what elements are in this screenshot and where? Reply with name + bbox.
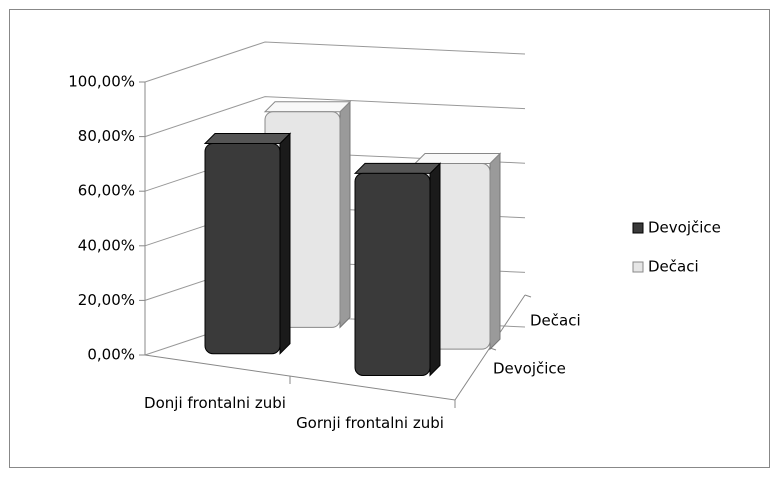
- y-tick-label: 0,00%: [87, 346, 135, 364]
- y-tick-label: 20,00%: [78, 291, 135, 309]
- y-tick-label: 80,00%: [78, 127, 135, 145]
- bar-side: [279, 132, 291, 355]
- bar-top: [413, 153, 502, 165]
- grid-line: [144, 96, 526, 138]
- bar-side: [489, 152, 501, 351]
- bar-top: [353, 162, 442, 174]
- x-tick-label: Donji frontalni zubi: [144, 394, 286, 412]
- z-tick: [524, 294, 532, 298]
- grid-line: [144, 41, 526, 83]
- y-tick-label: 100,00%: [68, 73, 135, 91]
- x-tick-label: Gornji frontalni zubi: [296, 414, 444, 432]
- bar: [354, 172, 431, 376]
- legend-swatch: [632, 222, 644, 234]
- legend-label: Devojčice: [648, 219, 721, 237]
- y-tick-label: 60,00%: [78, 182, 135, 200]
- bar-top: [203, 132, 292, 144]
- legend-label: Dečaci: [648, 258, 699, 276]
- chart-frame: [9, 9, 770, 468]
- y-tick-label: 40,00%: [78, 236, 135, 254]
- depth-label: Dečaci: [530, 312, 581, 330]
- bar-side: [429, 162, 441, 377]
- depth-label: Devojčice: [493, 360, 566, 378]
- legend-swatch: [632, 261, 644, 273]
- bar: [204, 142, 281, 355]
- bar-top: [263, 101, 352, 113]
- bar-side: [339, 100, 351, 329]
